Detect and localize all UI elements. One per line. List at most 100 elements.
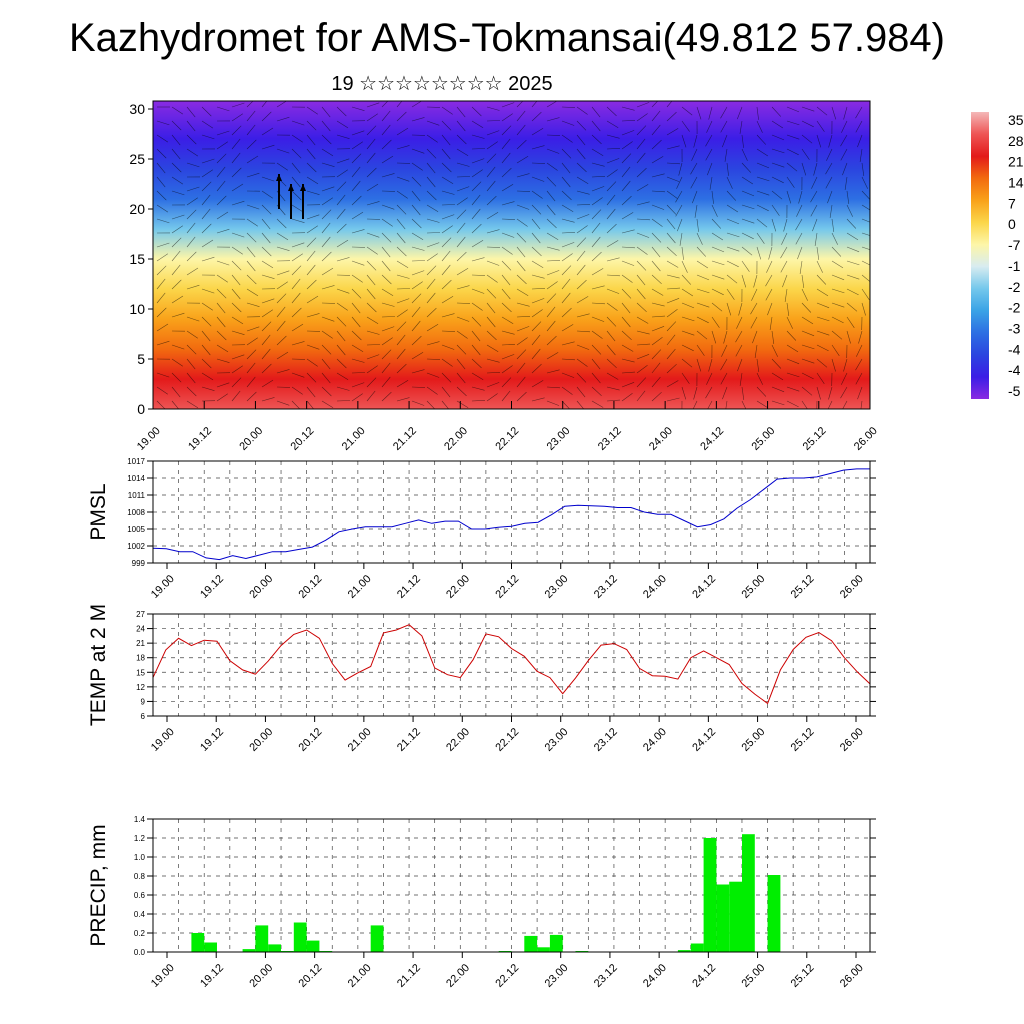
wind-barb — [786, 400, 799, 408]
wind-barb — [396, 232, 406, 244]
wind-barb — [786, 302, 790, 316]
wind-barb — [171, 225, 183, 234]
wind-barb — [171, 148, 181, 160]
x-tick-label: 22.12 — [493, 425, 521, 453]
wind-barb — [591, 148, 604, 156]
wind-barb — [156, 278, 166, 290]
wind-barb — [156, 323, 169, 332]
wind-barb — [456, 251, 467, 262]
wind-barb — [651, 315, 666, 318]
wind-barb — [186, 222, 196, 234]
wind-barb — [186, 197, 198, 206]
wind-barb — [486, 344, 499, 352]
wind-barb — [846, 232, 859, 241]
wind-barb — [826, 148, 833, 161]
wind-barb — [681, 134, 687, 148]
wind-barb — [831, 316, 844, 324]
wind-arrow-head — [276, 174, 282, 181]
wind-barb — [186, 267, 199, 276]
wind-barb — [666, 380, 679, 388]
colorbar-label: -3 — [1008, 320, 1021, 336]
wind-barb — [321, 106, 331, 118]
wind-barb — [696, 302, 710, 308]
wind-barb — [756, 176, 770, 182]
wind-barb — [261, 321, 272, 332]
wind-barb — [720, 120, 728, 133]
wind-barb — [801, 302, 812, 313]
wind-barb — [801, 134, 813, 144]
wind-barb — [546, 218, 557, 229]
wind-barb — [693, 386, 698, 400]
wind-barb — [396, 145, 410, 150]
wind-barb — [666, 334, 676, 346]
wind-barb — [846, 316, 855, 328]
wind-barb — [516, 246, 526, 258]
wind-barb — [666, 321, 677, 332]
wind-barb — [693, 134, 698, 148]
wind-barb — [801, 148, 810, 160]
wind-barb — [816, 260, 823, 273]
wind-barb — [201, 330, 211, 342]
wind-barb — [171, 237, 182, 248]
wind-barb — [501, 125, 512, 136]
wind-barb — [336, 372, 349, 381]
wind-barb — [678, 162, 683, 176]
wind-barb — [676, 176, 683, 189]
wind-barbs-layer — [156, 101, 870, 409]
wind-barb — [366, 354, 380, 360]
wind-barb — [231, 390, 241, 402]
wind-barb — [276, 116, 290, 122]
wind-barb — [351, 316, 361, 328]
wind-barb — [726, 232, 740, 238]
wind-barb — [186, 209, 197, 220]
wind-barb — [186, 251, 197, 262]
wind-barb — [471, 194, 481, 206]
wind-barb — [396, 348, 406, 360]
wind-barb — [726, 162, 729, 176]
wind-barb — [381, 260, 391, 272]
wind-barb — [456, 236, 466, 248]
wind-barb — [201, 169, 213, 178]
wind-barb — [651, 190, 666, 193]
y-tick-label: 1005 — [127, 525, 145, 534]
wind-barb — [741, 148, 748, 161]
precip-bar — [255, 925, 269, 952]
wind-barb — [351, 344, 364, 353]
wind-barb — [771, 386, 785, 393]
wind-barb — [636, 330, 650, 335]
wind-barb — [546, 134, 561, 136]
wind-barb — [756, 148, 769, 157]
wind-barb — [621, 330, 632, 341]
colorbar-label: -7 — [1008, 237, 1021, 253]
precip-bar — [716, 884, 730, 952]
wind-barb — [696, 260, 709, 269]
wind-barb — [681, 372, 690, 384]
wind-barb — [576, 204, 591, 206]
wind-barb — [711, 260, 725, 266]
wind-barb — [366, 113, 378, 122]
wind-barb — [786, 162, 798, 172]
wind-barb — [531, 204, 542, 215]
wind-barb — [801, 288, 808, 301]
wind-barb — [690, 162, 698, 175]
y-tick-label: 21 — [136, 639, 145, 648]
x-tick-label: 25.00 — [739, 962, 767, 990]
wind-barb — [771, 400, 785, 406]
wind-barb — [591, 268, 604, 276]
wind-barb — [516, 156, 529, 164]
wind-barb — [261, 111, 272, 122]
wind-barb — [306, 106, 318, 115]
wind-barb — [366, 344, 381, 346]
wind-barb — [246, 124, 256, 136]
wind-barb — [606, 257, 620, 262]
wind-barb — [171, 312, 185, 318]
wind-barb — [426, 358, 441, 360]
wind-barb — [231, 138, 241, 150]
wind-barb — [576, 237, 587, 248]
wind-barb — [471, 181, 482, 192]
wind-barb — [246, 349, 257, 360]
precip-bar — [767, 875, 781, 952]
wind-barb — [261, 348, 271, 360]
wind-barb — [336, 181, 347, 192]
wind-barb — [799, 260, 803, 274]
